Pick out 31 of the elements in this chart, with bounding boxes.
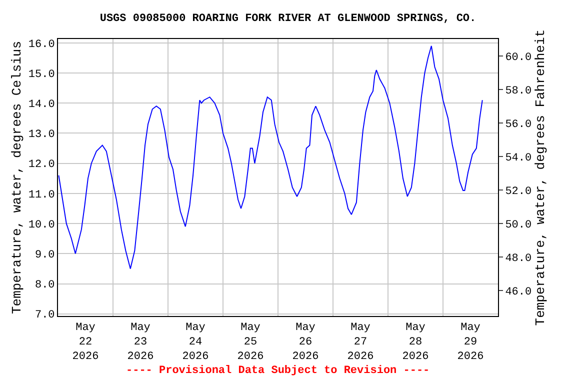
chart-title: USGS 09085000 ROARING FORK RIVER AT GLENWOOD SPRINGS, CO. <box>100 13 476 26</box>
x-tick-label: May 22 2026 <box>72 322 99 363</box>
x-tick-label: May 24 2026 <box>182 322 209 363</box>
y-axis-title: Temperature, water, degrees Celsius <box>9 40 24 314</box>
y-tick-label: 12.0 <box>28 159 55 172</box>
y-tick-label: 11.0 <box>28 189 55 202</box>
y2-tick-label: 54.0 <box>505 152 532 164</box>
y-tick-label: 16.0 <box>28 38 55 51</box>
x-tick-label: May 25 2026 <box>237 322 264 363</box>
y2-axis-title: Temperature, water, degrees Fahrenheit <box>533 29 548 326</box>
y2-tick-label: 56.0 <box>505 118 532 131</box>
y-tick-label: 14.0 <box>28 98 55 111</box>
y2-tick-label: 50.0 <box>505 219 532 232</box>
x-tick-label: May 23 2026 <box>127 322 154 363</box>
y-tick-label: 13.0 <box>28 129 55 142</box>
x-tick-label: May 29 2026 <box>457 322 484 363</box>
y2-tick-label: 46.0 <box>505 286 532 298</box>
y-tick-label: 7.0 <box>34 310 55 322</box>
y2-tick-label: 48.0 <box>505 252 532 265</box>
text: ---- Provisional Data Subject to Revision ---- <box>126 365 430 377</box>
y-tick-label: 9.0 <box>34 250 55 262</box>
y-tick-label: 10.0 <box>28 219 55 232</box>
y2-tick-label: 52.0 <box>505 186 532 198</box>
y-tick-label: 8.0 <box>34 280 55 292</box>
line-series <box>58 45 483 270</box>
y2-tick-label: 60.0 <box>505 52 532 64</box>
y2-tick-label: 58.0 <box>505 86 532 98</box>
y-tick-label: 15.0 <box>28 68 55 81</box>
x-tick-label: May 26 2026 <box>292 322 319 363</box>
x-tick-label: May 27 2026 <box>347 322 374 363</box>
x-tick-label: May 28 2026 <box>402 322 429 363</box>
